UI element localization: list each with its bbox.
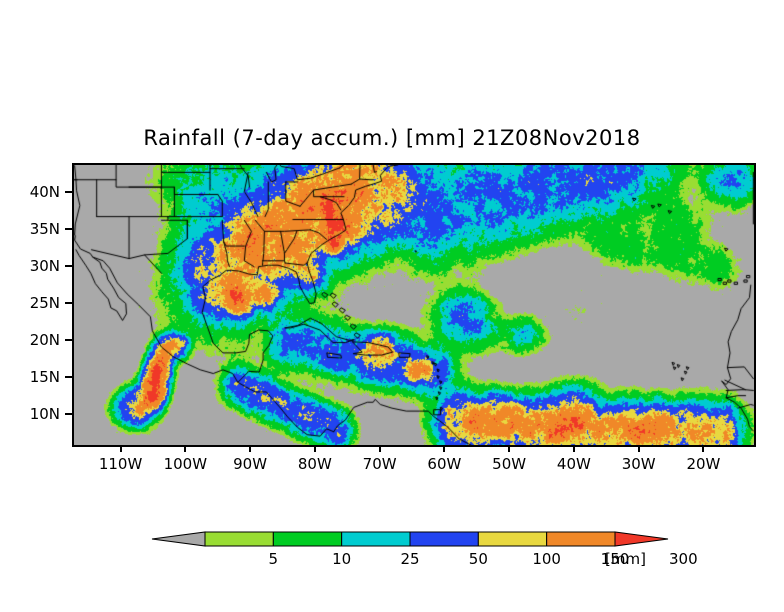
y-axis-tick-mark [65, 302, 72, 304]
x-axis-tick-label: 50W [492, 455, 527, 473]
colorbar-tick-label: 5 [268, 550, 279, 568]
y-axis-tick-mark [65, 338, 72, 341]
x-axis-tick-label: 100W [163, 455, 208, 473]
y-axis-tick-label: 30N [29, 257, 60, 276]
x-axis-tick-label: 30W [621, 455, 656, 473]
y-axis-tick-label: 25N [29, 294, 60, 312]
colorbar-tick-label: 10 [332, 550, 352, 568]
x-axis-tick-label: 80W [297, 455, 332, 473]
x-axis-tick-label: 110W [98, 455, 143, 473]
colorbar-segment [341, 531, 411, 547]
colorbar-swatches [151, 531, 669, 547]
colorbar-tick-label: 300 [669, 550, 698, 568]
y-axis-tick-mark [65, 375, 72, 378]
colorbar-segment [546, 531, 616, 547]
x-axis-tick-label: 70W [362, 455, 397, 473]
colorbar-tick-label: 25 [400, 550, 420, 568]
colorbar-tick-label: 50 [468, 550, 488, 568]
colorbar-over-arrow [614, 531, 669, 547]
colorbar-tick-label: 150 [600, 550, 630, 568]
colorbar-segment [477, 531, 548, 547]
x-axis-tick-label: 40W [556, 455, 591, 473]
y-axis-tick-mark [65, 228, 72, 231]
y-axis-tick-label: 40N [29, 183, 60, 202]
x-axis-tick-label: 60W [427, 455, 462, 473]
colorbar-under-arrow [151, 531, 206, 547]
rainfall-heatmap-canvas [74, 165, 754, 445]
colorbar-segment [272, 531, 343, 547]
y-axis-tick-mark [65, 265, 72, 268]
y-axis-tick-label: 10N [29, 404, 60, 423]
x-axis-tick-label: 20W [686, 455, 721, 473]
y-axis-tick-mark [65, 412, 72, 415]
y-axis-tick-label: 35N [29, 220, 60, 239]
y-axis-tick-label: 15N [29, 367, 60, 386]
page-title: Rainfall (7-day accum.) [mm] 21Z08Nov201… [143, 126, 641, 150]
map-plot-area[interactable] [72, 163, 756, 447]
y-axis-tick-mark [65, 191, 72, 194]
colorbar-segment [204, 531, 274, 547]
colorbar-unit-label: [mm] [605, 550, 646, 568]
colorbar-segment [409, 531, 479, 547]
colorbar[interactable]: 5 10 25 50 100 150 300 [mm] [150, 527, 698, 577]
y-axis-tick-label: 20N [29, 330, 60, 349]
x-axis-tick-label: 90W [233, 455, 268, 473]
colorbar-tick-label: 100 [532, 550, 561, 568]
